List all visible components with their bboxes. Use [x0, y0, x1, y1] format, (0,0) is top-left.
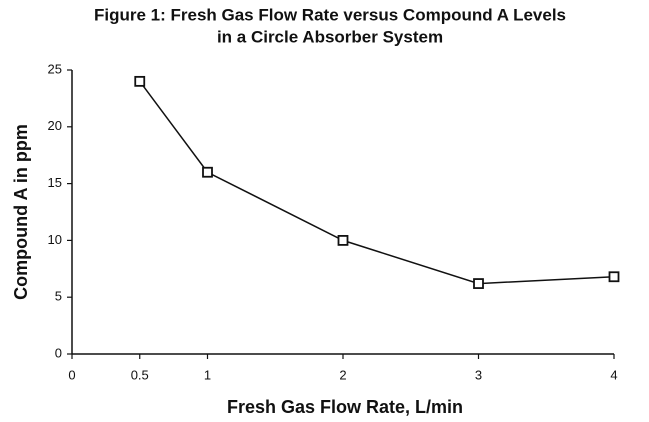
data-marker	[608, 271, 620, 283]
y-tick-label: 10	[48, 232, 62, 247]
x-tick-label: 2	[339, 367, 346, 382]
x-tick-label: 0.5	[131, 367, 149, 382]
data-marker	[337, 234, 349, 246]
data-line	[139, 80, 615, 285]
data-marker	[134, 75, 146, 87]
y-tick-label: 15	[48, 175, 62, 190]
y-tick-label: 5	[55, 289, 62, 304]
x-tick-label: 0	[68, 367, 75, 382]
x-tick-label: 3	[475, 367, 482, 382]
y-axis-label: Compound A in ppm	[11, 124, 31, 300]
x-axis-label: Fresh Gas Flow Rate, L/min	[227, 397, 463, 417]
x-tick-label: 4	[610, 367, 617, 382]
y-tick-label: 0	[55, 345, 62, 360]
data-marker	[473, 278, 484, 289]
x-tick-label: 1	[204, 367, 211, 382]
y-tick-label: 20	[48, 118, 62, 133]
data-marker	[202, 166, 213, 178]
y-tick-label: 25	[48, 61, 62, 76]
chart-title: in a Circle Absorber System	[217, 27, 443, 46]
chart-title: Figure 1: Fresh Gas Flow Rate versus Com…	[94, 5, 566, 24]
